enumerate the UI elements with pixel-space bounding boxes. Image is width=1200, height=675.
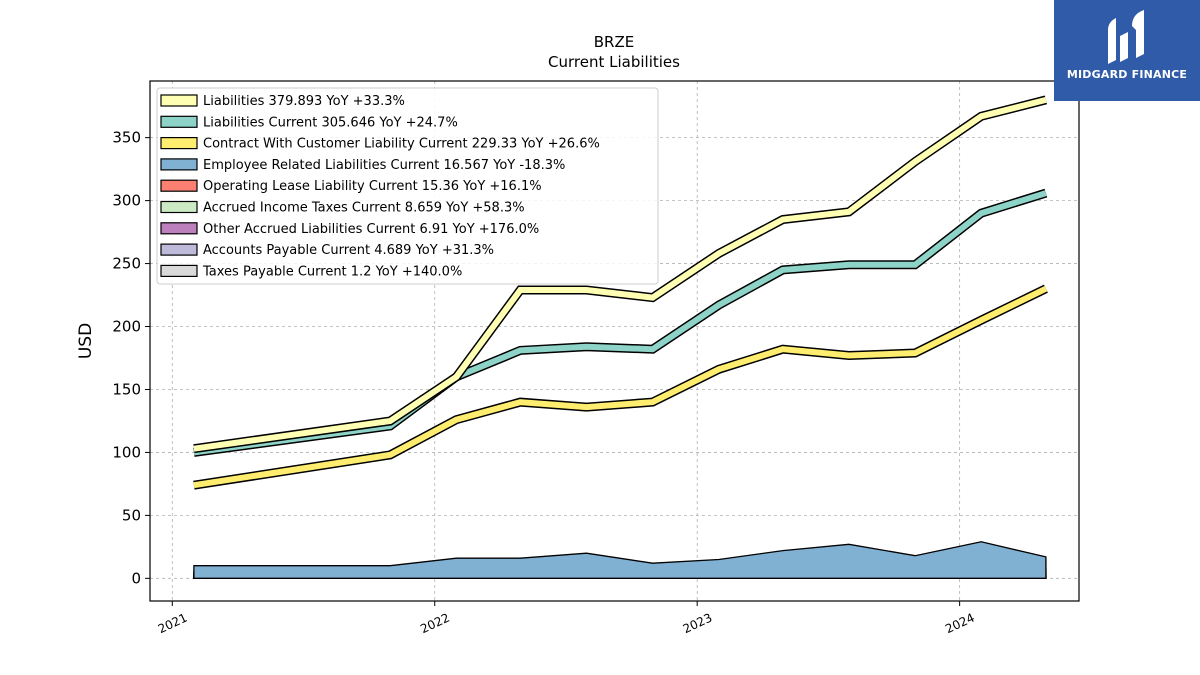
legend-swatch bbox=[160, 264, 198, 277]
legend-swatch bbox=[160, 94, 198, 107]
legend-swatch bbox=[160, 115, 198, 128]
series-layer bbox=[193, 95, 1048, 579]
y-tick-label: 300 bbox=[112, 192, 141, 210]
series-area-employee-related-liabilities-current bbox=[193, 541, 1047, 579]
legend-label: Employee Related Liabilities Current 16.… bbox=[203, 158, 565, 173]
logo-mark-icon bbox=[1108, 10, 1144, 64]
series-line-liabilities bbox=[193, 96, 1047, 452]
x-tick-label: 2022 bbox=[418, 611, 452, 637]
x-axis: 2021 2022 2023 2024 bbox=[156, 601, 977, 636]
y-tick-label: 50 bbox=[122, 506, 141, 524]
x-tick-label: 2023 bbox=[681, 611, 715, 637]
legend-swatch bbox=[160, 200, 198, 214]
legend-label: Accounts Payable Current 4.689 YoY +31.3… bbox=[203, 243, 494, 258]
legend-label: Liabilities 379.893 YoY +33.3% bbox=[203, 94, 405, 109]
legend-label: Contract With Customer Liability Current… bbox=[203, 137, 600, 152]
series-line-contract-with-customer-liability-current bbox=[193, 286, 1048, 489]
brand-logo: MIDGARD FINANCE bbox=[1054, 0, 1200, 101]
series-outline-contract-with-customer-liability-current bbox=[193, 284, 1048, 490]
legend-swatch bbox=[160, 222, 198, 235]
y-axis: 0 50 100 150 200 250 300 350 bbox=[112, 129, 150, 587]
chart-title: BRZE bbox=[594, 33, 634, 51]
logo-text: MIDGARD FINANCE bbox=[1066, 68, 1188, 81]
y-tick-label: 200 bbox=[112, 318, 141, 336]
legend-swatch bbox=[160, 137, 198, 150]
x-tick-label: 2024 bbox=[943, 611, 977, 637]
x-tick-label: 2021 bbox=[156, 611, 190, 637]
y-tick-label: 350 bbox=[112, 129, 141, 147]
legend-label: Liabilities Current 305.646 YoY +24.7% bbox=[203, 115, 458, 130]
legend-label: Other Accrued Liabilities Current 6.91 Y… bbox=[203, 222, 539, 237]
legend-swatch bbox=[160, 179, 198, 192]
legend: Liabilities 379.893 YoY +33.3% Liabilitie… bbox=[156, 87, 659, 285]
y-tick-label: 100 bbox=[112, 443, 141, 461]
legend-label: Operating Lease Liability Current 15.36 … bbox=[203, 179, 542, 194]
legend-swatch bbox=[160, 158, 198, 171]
legend-label: Accrued Income Taxes Current 8.659 YoY +… bbox=[203, 201, 525, 216]
chart-subtitle: Current Liabilities bbox=[548, 53, 680, 71]
y-axis-label: USD bbox=[76, 323, 96, 359]
plot-frame bbox=[149, 80, 1080, 602]
legend-box bbox=[156, 87, 659, 285]
legend-label: Taxes Payable Current 1.2 YoY +140.0% bbox=[202, 264, 462, 279]
y-tick-label: 250 bbox=[112, 255, 141, 273]
y-tick-label: 0 bbox=[131, 569, 141, 587]
legend-swatch bbox=[160, 243, 198, 256]
y-tick-label: 150 bbox=[112, 380, 141, 398]
